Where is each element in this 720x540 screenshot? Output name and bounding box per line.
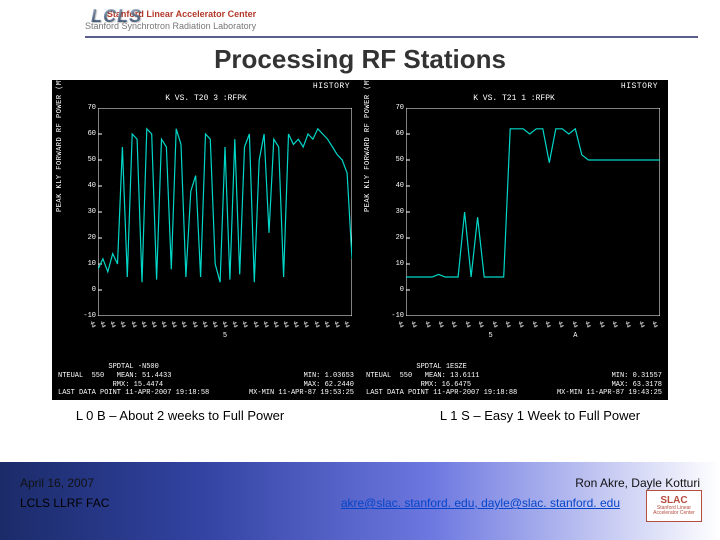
stats-block: SPDTAL -N500NTEUAL 550 MEAN: 51.4433MIN:…	[58, 363, 354, 398]
header-bar: LCLS Stanford Linear Accelerator Center …	[0, 0, 720, 40]
caption-row: L 0 B – About 2 weeks to Full Power L 1 …	[0, 408, 720, 423]
y-ticks: -10010203040506070	[390, 108, 404, 316]
chart-panel-right: HISTORYK VS. T21 1 :RFPKPEAK KLY FORWARD…	[360, 80, 668, 400]
y-axis-label: PEAK KLY FORWARD RF POWER (MW)	[56, 71, 64, 212]
slac-badge-sub: Stanford LinearAccelerator Center	[653, 506, 695, 517]
chart-panel-left: HISTORYK VS. T20 3 :RFPKPEAK KLY FORWARD…	[52, 80, 360, 400]
plot-subtitle: K VS. T20 3 :RFPK	[165, 94, 247, 103]
plot-subtitle: K VS. T21 1 :RFPK	[473, 94, 555, 103]
footer-row-2: LCLS LLRF FAC akre@slac. stanford. edu, …	[20, 496, 620, 510]
plot-history-label: HISTORY	[313, 82, 350, 91]
x-ticks: 4444444444444444444444444444444444444444…	[98, 318, 352, 336]
slide-title: Processing RF Stations	[0, 44, 720, 75]
y-ticks: -10010203040506070	[82, 108, 96, 316]
caption-left: L 0 B – About 2 weeks to Full Power	[0, 408, 360, 423]
lcls-logo: LCLS	[85, 4, 148, 29]
trace-line	[406, 129, 660, 277]
footer-emails[interactable]: akre@slac. stanford. edu, dayle@slac. st…	[341, 496, 620, 510]
y-axis-label: PEAK KLY FORWARD RF POWER (MW)	[364, 71, 372, 212]
chart-wall: HISTORYK VS. T20 3 :RFPKPEAK KLY FORWARD…	[52, 80, 668, 400]
footer-org: LCLS LLRF FAC	[20, 496, 109, 510]
plot-axes	[98, 108, 352, 316]
slac-badge: SLAC Stanford LinearAccelerator Center	[646, 490, 702, 522]
footer-date: April 16, 2007	[20, 476, 94, 490]
plot-axes	[406, 108, 660, 316]
trace-line	[98, 129, 352, 282]
header-underline	[85, 36, 698, 38]
footer-names: Ron Akre, Dayle Kotturi	[575, 476, 700, 490]
stats-block: SPDTAL 1ESZENTEUAL 550 MEAN: 13.6111MIN:…	[366, 363, 662, 398]
caption-right: L 1 S – Easy 1 Week to Full Power	[360, 408, 720, 423]
x-ticks: 4444444444444444444444444444444444444444…	[406, 318, 660, 336]
plot-history-label: HISTORY	[621, 82, 658, 91]
footer-row-1: April 16, 2007 Ron Akre, Dayle Kotturi	[20, 476, 700, 490]
